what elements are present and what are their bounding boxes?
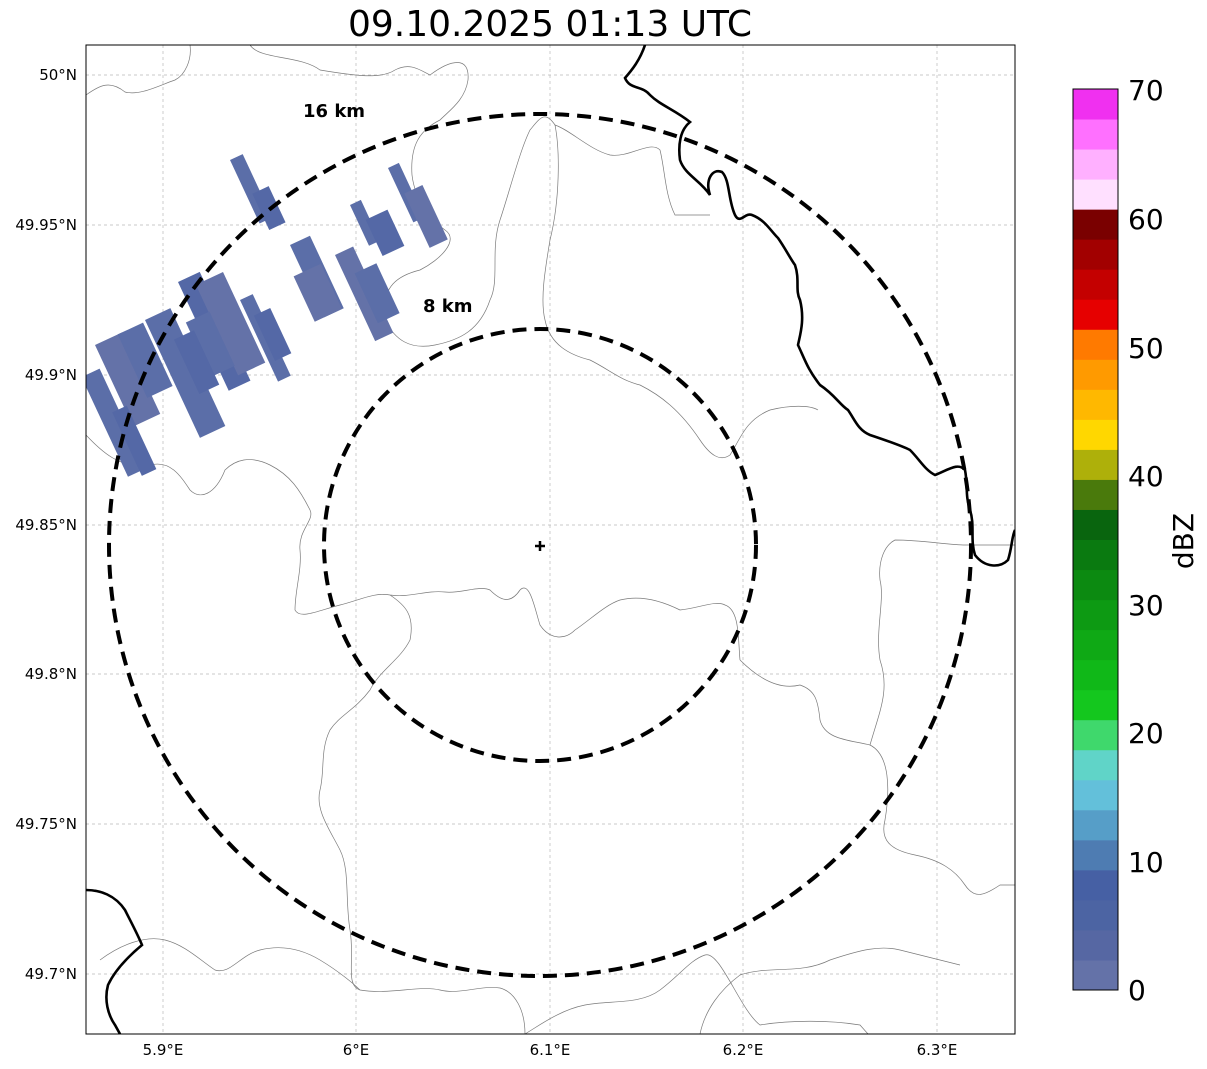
colorbar-segment bbox=[1073, 149, 1118, 180]
colorbar-tick-label: 0 bbox=[1128, 974, 1146, 1007]
colorbar-segment bbox=[1073, 329, 1118, 360]
colorbar-segment bbox=[1073, 659, 1118, 691]
colorbar-frame bbox=[1072, 88, 1119, 991]
colorbar-label: dBZ bbox=[1167, 513, 1200, 569]
boundary-line bbox=[384, 116, 819, 459]
colorbar-segment bbox=[1073, 779, 1118, 811]
lat-tick-label: 49.7°N bbox=[25, 965, 77, 983]
colorbar-segment bbox=[1073, 209, 1118, 240]
colorbar-segment bbox=[1073, 389, 1118, 420]
colorbar-tick-label: 20 bbox=[1128, 717, 1164, 750]
colorbar-tick-label: 70 bbox=[1128, 74, 1164, 107]
colorbar-segment bbox=[1073, 449, 1118, 480]
colorbar-segment bbox=[1073, 689, 1118, 721]
colorbar-segment bbox=[1073, 179, 1118, 210]
map-frame bbox=[85, 44, 1016, 1035]
map-panel bbox=[86, 45, 1015, 1034]
lat-tick-label: 49.85°N bbox=[15, 516, 77, 534]
colorbar-segment bbox=[1073, 359, 1118, 390]
colorbar-ticks: 70 60 50 40 30 20 10 0 bbox=[1128, 74, 1164, 1007]
colorbar-segment bbox=[1073, 869, 1118, 901]
radar-echoes bbox=[86, 154, 448, 477]
boundary-line bbox=[699, 947, 961, 1034]
colorbar-segment bbox=[1073, 569, 1118, 601]
boundary-line bbox=[99, 938, 361, 991]
colorbar-segment bbox=[1073, 239, 1118, 270]
colorbar-segment bbox=[1073, 629, 1118, 661]
colorbar bbox=[1073, 89, 1118, 991]
range-ring-8km bbox=[322, 327, 758, 763]
map-title: 09.10.2025 01:13 UTC bbox=[347, 4, 753, 45]
national-border-line bbox=[86, 888, 144, 1034]
colorbar-segment bbox=[1073, 119, 1118, 150]
colorbar-tick-label: 60 bbox=[1128, 203, 1164, 236]
colorbar-tick-label: 30 bbox=[1128, 589, 1164, 622]
boundary-line bbox=[869, 539, 1015, 746]
admin-boundaries bbox=[86, 45, 1015, 1034]
lon-tick-labels: 5.9°E 6°E 6.1°E 6.2°E 6.3°E bbox=[143, 1041, 958, 1059]
boundary-line bbox=[554, 124, 710, 216]
lat-tick-label: 49.8°N bbox=[25, 665, 77, 683]
lon-tick-label: 6.1°E bbox=[530, 1041, 571, 1059]
range-ring-16km bbox=[107, 112, 973, 978]
colorbar-segment bbox=[1073, 269, 1118, 300]
lon-tick-label: 6°E bbox=[343, 1041, 370, 1059]
boundary-line bbox=[739, 659, 1015, 895]
colorbar-tick-label: 40 bbox=[1128, 460, 1164, 493]
boundary-line bbox=[318, 594, 526, 1034]
lon-tick-label: 5.9°E bbox=[143, 1041, 184, 1059]
colorbar-segment bbox=[1073, 959, 1118, 991]
colorbar-segment bbox=[1073, 539, 1118, 571]
lat-tick-label: 50°N bbox=[39, 66, 77, 84]
ring-label-8km: 8 km bbox=[423, 296, 473, 317]
radar-site-marker bbox=[535, 541, 545, 551]
lon-tick-label: 6.3°E bbox=[917, 1041, 958, 1059]
lat-tick-label: 49.75°N bbox=[15, 815, 77, 833]
lat-tick-labels: 50°N 49.95°N 49.9°N 49.85°N 49.8°N 49.75… bbox=[15, 66, 77, 983]
boundary-line bbox=[86, 45, 191, 96]
colorbar-segment bbox=[1073, 599, 1118, 631]
colorbar-segment bbox=[1073, 419, 1118, 450]
lat-tick-label: 49.95°N bbox=[15, 216, 77, 234]
colorbar-segment bbox=[1073, 899, 1118, 931]
colorbar-segment bbox=[1073, 809, 1118, 841]
boundary-line bbox=[524, 954, 869, 1034]
colorbar-segment bbox=[1073, 479, 1118, 510]
colorbar-segment bbox=[1073, 719, 1118, 751]
lat-tick-label: 49.9°N bbox=[25, 366, 77, 384]
colorbar-segment bbox=[1073, 299, 1118, 330]
gridlines bbox=[86, 45, 1015, 1034]
colorbar-segment bbox=[1073, 839, 1118, 871]
colorbar-tick-label: 50 bbox=[1128, 332, 1164, 365]
colorbar-segment bbox=[1073, 89, 1118, 120]
range-rings bbox=[107, 112, 973, 978]
colorbar-tick-label: 10 bbox=[1128, 846, 1164, 879]
colorbar-segment bbox=[1073, 749, 1118, 781]
boundary-line bbox=[249, 45, 469, 321]
colorbar-segment bbox=[1073, 509, 1118, 540]
ring-label-16km: 16 km bbox=[303, 101, 365, 122]
colorbar-segment bbox=[1073, 929, 1118, 961]
lon-tick-label: 6.2°E bbox=[723, 1041, 764, 1059]
